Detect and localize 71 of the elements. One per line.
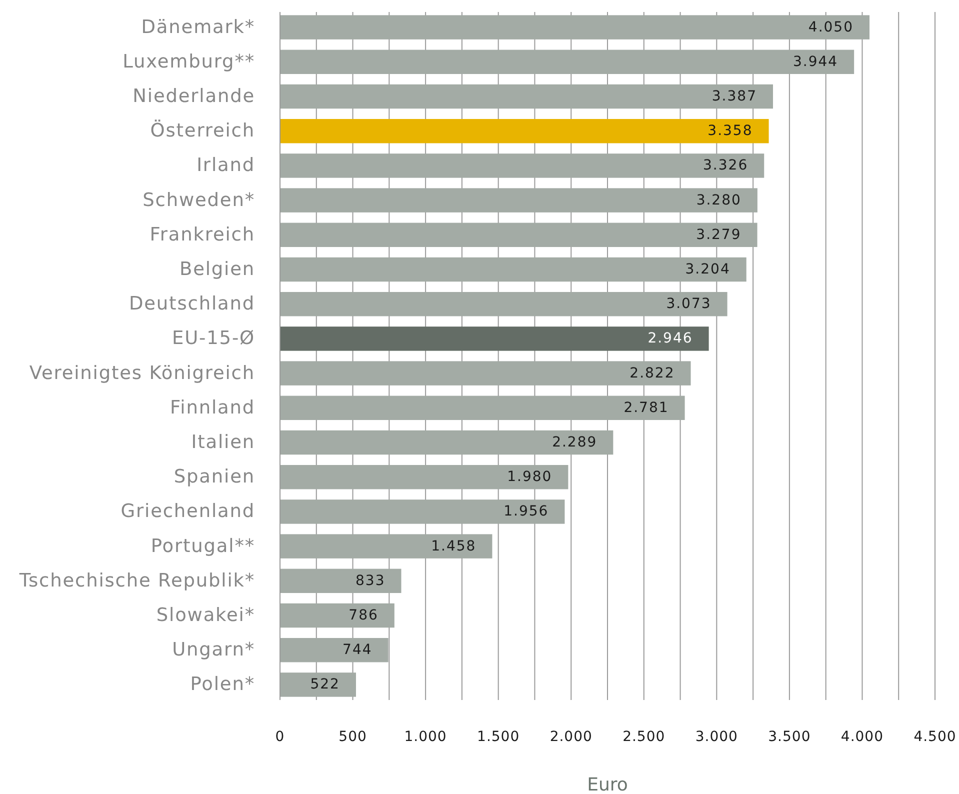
bar	[280, 430, 614, 455]
data-label: 1.956	[504, 504, 549, 520]
x-axis-title: Euro	[587, 774, 628, 794]
data-label: 3.279	[696, 226, 742, 243]
y-tick-label: EU-15-Ø	[172, 328, 255, 350]
bar	[280, 638, 388, 662]
data-label: 522	[310, 676, 340, 693]
x-tick-label: 1.000	[404, 729, 447, 745]
data-label: 2.946	[648, 330, 693, 347]
y-tick-label: Belgien	[179, 259, 255, 280]
bar	[280, 154, 764, 178]
y-tick-label: Ungarn*	[172, 640, 255, 661]
y-tick-label: Irland	[196, 155, 255, 176]
bar	[280, 188, 758, 212]
y-tick-label: Finnland	[170, 397, 255, 418]
bar	[280, 500, 565, 524]
y-tick-label: Österreich	[150, 120, 255, 142]
y-tick-label: Schweden*	[142, 190, 255, 211]
data-label: 3.073	[666, 296, 712, 312]
y-tick-label: Frankreich	[150, 224, 255, 246]
data-label: 2.781	[624, 400, 669, 416]
bar	[280, 118, 769, 144]
data-label: 3.326	[703, 158, 748, 174]
x-tick-label: 0	[275, 729, 285, 745]
x-tick-label: 4.500	[914, 729, 956, 745]
y-tick-label: Slowakei*	[156, 605, 255, 626]
y-tick-label: Polen*	[190, 674, 255, 696]
y-tick-label: Niederlande	[132, 86, 255, 107]
bar	[280, 568, 402, 594]
bar	[280, 15, 870, 40]
bar	[280, 257, 746, 282]
bar	[280, 361, 691, 386]
y-tick-label: Vereinigtes Königreich	[29, 362, 255, 384]
data-label: 1.980	[507, 469, 552, 486]
bar	[280, 292, 728, 316]
y-tick-label: Deutschland	[129, 294, 255, 315]
x-tick-label: 500	[338, 729, 367, 745]
data-label: 3.204	[685, 262, 730, 278]
data-label: 786	[348, 608, 378, 624]
y-tick-label: Spanien	[174, 466, 255, 488]
bar	[280, 84, 773, 109]
x-tick-label: 3.000	[695, 729, 738, 745]
x-tick-label: 4.000	[840, 729, 884, 745]
data-label: 3.387	[712, 88, 757, 104]
x-tick-label: 1.500	[477, 729, 520, 745]
data-label: 4.050	[808, 19, 854, 36]
bar	[280, 603, 394, 628]
data-label: 833	[356, 572, 386, 589]
y-tick-label: Portugal**	[150, 536, 255, 557]
bar	[280, 222, 758, 248]
x-tick-label: 2.000	[550, 729, 592, 745]
x-tick-label: 3.500	[768, 729, 811, 745]
bar	[280, 326, 709, 351]
data-label: 2.822	[630, 365, 675, 382]
data-label: 1.458	[431, 538, 476, 554]
x-tick-label: 2.500	[622, 729, 666, 745]
bar	[280, 396, 685, 420]
y-tick-label: Dänemark*	[141, 16, 255, 38]
bar	[280, 672, 356, 697]
bar	[280, 464, 568, 490]
data-label: 3.944	[792, 54, 838, 70]
data-label: 3.358	[708, 123, 753, 140]
bar	[280, 50, 854, 74]
data-label: 3.280	[696, 192, 742, 208]
y-tick-label: Griechenland	[120, 501, 255, 522]
y-tick-label: Luxemburg**	[122, 51, 255, 72]
y-tick-label: Tschechische Republik*	[18, 570, 255, 592]
y-tick-label: Italien	[191, 432, 255, 453]
data-label: 2.289	[552, 434, 598, 450]
data-label: 744	[342, 642, 372, 658]
bar	[280, 534, 492, 558]
